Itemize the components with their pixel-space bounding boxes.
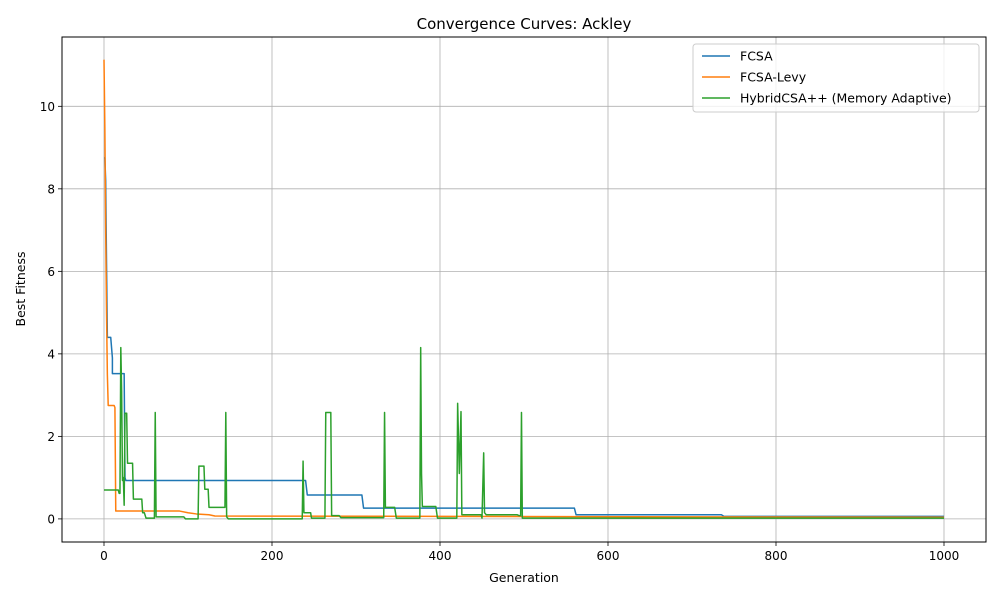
y-tick-label: 0 (47, 512, 55, 526)
y-tick-label: 8 (47, 182, 55, 196)
axis-ticks: 0 200 400 600 800 1000 0 2 4 6 8 10 (40, 100, 960, 563)
plot-frame (61, 36, 987, 543)
legend-label-hybridcsa: HybridCSA++ (Memory Adaptive) (740, 91, 952, 106)
chart-title: Convergence Curves: Ackley (417, 15, 632, 33)
x-tick-label: 800 (765, 549, 788, 563)
series-lines (103, 59, 945, 520)
series-line-fcsa-levy (103, 59, 945, 518)
x-tick-label: 400 (429, 549, 452, 563)
legend-label-fcsa: FCSA (740, 49, 773, 64)
y-axis-label: Best Fitness (13, 252, 28, 327)
legend-label-fcsa-levy: FCSA-Levy (740, 70, 807, 85)
x-tick-label: 600 (597, 549, 620, 563)
x-tick-label: 0 (100, 549, 108, 563)
legend-frame (692, 43, 980, 113)
series-line-hybridcsa (104, 346, 944, 520)
x-tick-label: 1000 (929, 549, 960, 563)
x-tick-label: 200 (261, 549, 284, 563)
legend: FCSA FCSA-Levy HybridCSA++ (Memory Adapt… (692, 43, 980, 113)
y-tick-label: 2 (47, 430, 55, 444)
y-tick-label: 10 (40, 100, 55, 114)
grid (62, 37, 986, 542)
x-axis-label: Generation (489, 570, 559, 585)
y-tick-label: 4 (47, 347, 55, 361)
y-tick-label: 6 (47, 265, 55, 279)
